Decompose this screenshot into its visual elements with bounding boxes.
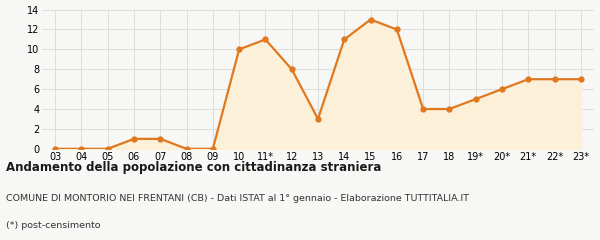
Text: COMUNE DI MONTORIO NEI FRENTANI (CB) - Dati ISTAT al 1° gennaio - Elaborazione T: COMUNE DI MONTORIO NEI FRENTANI (CB) - D… <box>6 194 469 204</box>
Text: (*) post-censimento: (*) post-censimento <box>6 221 101 230</box>
Text: Andamento della popolazione con cittadinanza straniera: Andamento della popolazione con cittadin… <box>6 161 382 174</box>
